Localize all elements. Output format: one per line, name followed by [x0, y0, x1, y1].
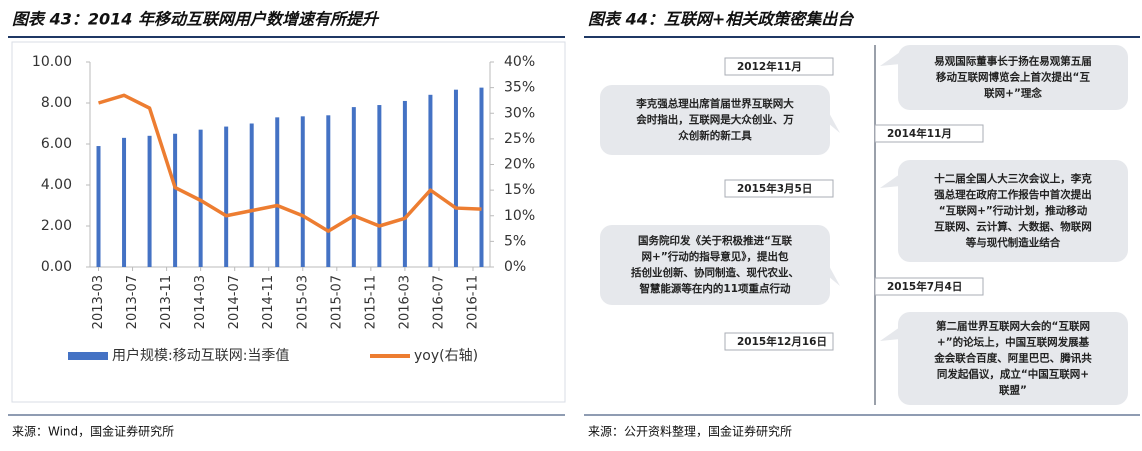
bubble-pointer — [828, 264, 840, 286]
event-text: +”的论坛上，中国互联网发展基 — [937, 336, 1090, 349]
legend-swatch — [68, 352, 108, 360]
date-box — [724, 179, 834, 198]
bar — [326, 115, 331, 267]
bar — [453, 89, 458, 267]
y2-tick-label: 20% — [504, 157, 535, 173]
y2-tick-label: 35% — [504, 80, 535, 96]
bar — [275, 117, 280, 267]
event-date: 2015年12月16日 — [737, 335, 827, 348]
x-tick-label: 2016-11 — [465, 275, 480, 329]
x-tick-label: 2013-07 — [125, 275, 140, 329]
bubble-pointer — [880, 52, 900, 66]
event-text: 括创业创新、协同制造、现代农业、 — [631, 266, 799, 279]
event-text: 李克强总理出席首届世界互联网大 — [635, 97, 794, 110]
x-tick-label: 2015-03 — [295, 275, 310, 329]
bubble-pointer — [828, 111, 840, 133]
chart-frame — [11, 41, 566, 403]
x-tick-label: 2015-11 — [363, 275, 378, 329]
event-text: 强总理在政府工作报告中首次提出 — [934, 188, 1092, 201]
line — [98, 93, 482, 233]
timeline-title: 图表 44：互联网+相关政策密集出台 — [588, 10, 854, 29]
y2-tick-label: 0% — [504, 259, 526, 275]
chart-title: 图表 43：2014 年移动互联网用户数增速有所提升 — [12, 10, 380, 29]
date-box — [724, 332, 834, 351]
y-tick-label: 8.00 — [41, 95, 72, 111]
event-text: 金会联合百度、阿里巴巴、腾讯共 — [933, 352, 1092, 365]
legend-label: 用户规模:移动互联网:当季值 — [112, 347, 289, 364]
y2-tick-label: 10% — [504, 208, 535, 224]
bar — [428, 94, 433, 267]
bubble-pointer — [880, 174, 900, 188]
y-tick-label: 4.00 — [41, 177, 72, 193]
event-date: 2012年11月 — [737, 60, 802, 73]
bar — [122, 137, 127, 267]
bar — [300, 116, 305, 267]
event-text: “互联网+”行动计划，推动移动 — [939, 204, 1088, 217]
event-text: 等与现代制造业结合 — [965, 236, 1061, 249]
event-text: 第二届世界互联网大会的“互联网 — [936, 320, 1090, 333]
date-box — [874, 124, 984, 143]
y2-tick-label: 25% — [504, 131, 535, 147]
y-tick-label: 6.00 — [41, 136, 72, 152]
x-tick-label: 2013-03 — [91, 275, 106, 329]
bar — [198, 129, 203, 267]
event-text: 智慧能源等在内的11项重点行动 — [638, 282, 791, 295]
bar — [377, 105, 382, 267]
y2-tick-label: 15% — [504, 182, 535, 198]
event-text: 会时指出，互联网是大众创业、万 — [636, 113, 794, 126]
y-tick-label: 0.00 — [41, 259, 72, 275]
bubble — [898, 312, 1128, 405]
x-tick-label: 2013-11 — [159, 275, 174, 329]
event-text: 易观国际董事长于扬在易观第五届 — [934, 55, 1092, 68]
bar — [249, 123, 254, 267]
date-box — [874, 277, 984, 296]
event-text: 众创新的新工具 — [678, 129, 752, 142]
event-text: 联网+”理念 — [984, 87, 1042, 100]
x-tick-label: 2014-03 — [193, 275, 208, 329]
bar — [224, 126, 229, 267]
event-date: 2015年7月4日 — [887, 280, 962, 293]
date-box — [724, 57, 834, 76]
event-text: 网+”行动的指导意见》，提出包 — [642, 250, 789, 263]
bar — [147, 135, 152, 267]
event-text: 同发起倡议，成立“中国互联网+ — [937, 368, 1089, 381]
y2-tick-label: 30% — [504, 105, 535, 121]
bubble — [898, 160, 1128, 262]
x-tick-label: 2016-03 — [397, 275, 412, 329]
event-text: 十二届全国人大三次会议上，李克 — [934, 172, 1092, 185]
event-date: 2015年3月5日 — [737, 182, 812, 195]
bar — [173, 133, 178, 267]
x-tick-label: 2015-07 — [329, 275, 344, 329]
bubble-pointer — [880, 327, 900, 341]
y-tick-label: 2.00 — [41, 218, 72, 234]
bubble — [600, 85, 830, 155]
x-tick-label: 2014-07 — [227, 275, 242, 329]
event-date: 2014年11月 — [887, 127, 952, 140]
y2-tick-label: 5% — [504, 233, 526, 249]
event-text: 国务院印发《关于积极推进“互联 — [638, 234, 792, 247]
event-text: 互联网、云计算、大数据、物联网 — [934, 220, 1092, 233]
event-text: 联盟” — [999, 384, 1027, 397]
bar — [402, 100, 407, 267]
chart-source: 来源：Wind，国金证券研究所 — [12, 424, 174, 439]
bubble — [600, 225, 830, 305]
y-tick-label: 10.00 — [32, 54, 72, 70]
x-tick-label: 2016-07 — [431, 275, 446, 329]
event-text: 移动互联网博览会上首次提出“互 — [936, 71, 1090, 84]
bar — [479, 87, 484, 267]
bar — [96, 146, 101, 267]
x-tick-label: 2014-11 — [261, 275, 276, 329]
legend-label: yoy(右轴) — [414, 348, 478, 364]
bar — [351, 107, 356, 267]
timeline-source: 来源：公开资料整理，国金证券研究所 — [588, 424, 792, 439]
y2-tick-label: 40% — [504, 54, 535, 70]
bubble — [898, 45, 1128, 110]
